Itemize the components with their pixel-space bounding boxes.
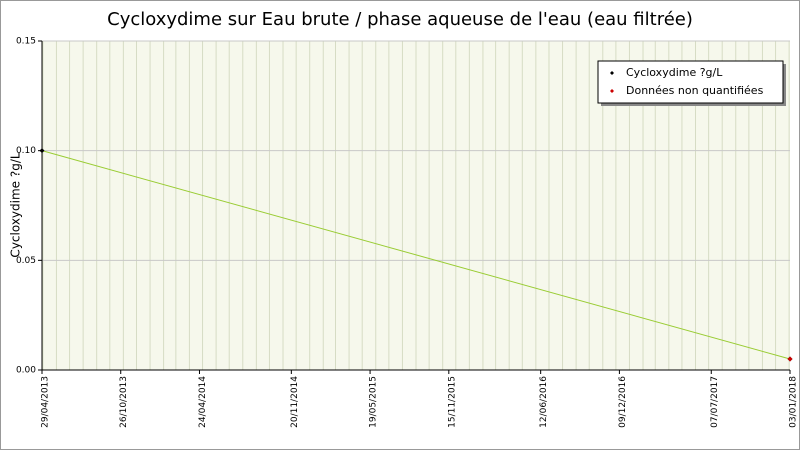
y-tick-label: 0.05 (16, 256, 36, 266)
legend (597, 60, 784, 104)
legend-marker (610, 89, 614, 93)
x-tick-label: 20/11/2014 (290, 376, 300, 428)
x-tick-label: 24/04/2014 (198, 376, 208, 428)
x-tick-label: 09/12/2016 (618, 376, 628, 428)
x-tick-label: 26/10/2013 (119, 376, 129, 428)
x-tick-label: 15/11/2015 (447, 376, 457, 428)
x-tick-label: 29/04/2013 (41, 376, 51, 428)
series-line (41, 150, 791, 360)
point (39, 148, 45, 154)
y-tick-label: 0.00 (16, 366, 36, 376)
legend-label: Données non quantifiées (626, 84, 764, 97)
y-tick-label: 0.10 (16, 146, 36, 156)
point (787, 356, 793, 362)
x-tick-label: 03/01/2018 (789, 376, 799, 428)
y-tick-label: 0.15 (16, 37, 36, 47)
x-tick-label: 19/05/2015 (369, 376, 379, 428)
x-tick-label: 12/06/2016 (539, 376, 549, 428)
x-tick-label: 07/07/2017 (710, 376, 720, 428)
legend-marker (610, 71, 614, 75)
legend-label: Cycloxydime ?g/L (626, 66, 723, 79)
y-axis-label: Cycloxydime ?g/L (9, 152, 23, 257)
chart-title: Cycloxydime sur Eau brute / phase aqueus… (107, 9, 693, 30)
